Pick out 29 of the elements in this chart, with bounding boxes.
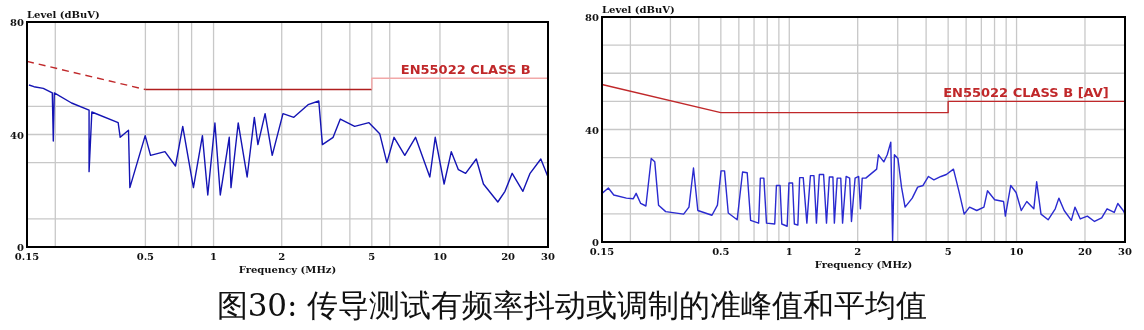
y-tick-label: 0 — [17, 242, 25, 253]
x-tick-label: 0.15 — [14, 251, 40, 262]
x-tick-label: 5 — [944, 246, 952, 257]
x-tick-label: 0.15 — [589, 246, 615, 257]
annotation: EN55022 CLASS B — [400, 62, 531, 78]
text: 图30: 传导测试有频率抖动或调制的准峰值和平均值 — [216, 287, 928, 323]
y-tick-label: 80 — [585, 12, 600, 23]
x-axis-title: Frequency (MHz) — [238, 264, 337, 275]
x-tick-label: 5 — [368, 251, 376, 262]
y-axis-title: Level (dBuV) — [602, 4, 675, 15]
y-tick-label: 0 — [592, 237, 600, 248]
x-tick-label: 0.5 — [136, 251, 155, 262]
y-tick-label: 40 — [10, 129, 25, 141]
annotation: EN55022 CLASS B [AV] — [943, 85, 1109, 101]
x-tick-label: 10 — [1009, 246, 1024, 257]
y-tick-label: 80 — [10, 17, 25, 28]
x-tick-label: 1 — [210, 251, 218, 262]
x-tick-label: 20 — [1078, 246, 1092, 257]
x-tick-label: 20 — [501, 251, 516, 262]
x-axis-title: Frequency (MHz) — [814, 259, 913, 270]
x-tick-label: 0.5 — [712, 246, 730, 257]
x-tick-label: 2 — [854, 246, 862, 257]
x-tick-label: 30 — [1118, 246, 1132, 257]
y-tick-label: 40 — [585, 124, 600, 136]
x-tick-label: 2 — [278, 251, 286, 262]
x-tick-label: 30 — [541, 251, 555, 262]
y-axis-title: Level (dBuV) — [27, 9, 100, 20]
x-tick-label: 1 — [785, 246, 793, 257]
x-tick-label: 10 — [433, 251, 447, 262]
